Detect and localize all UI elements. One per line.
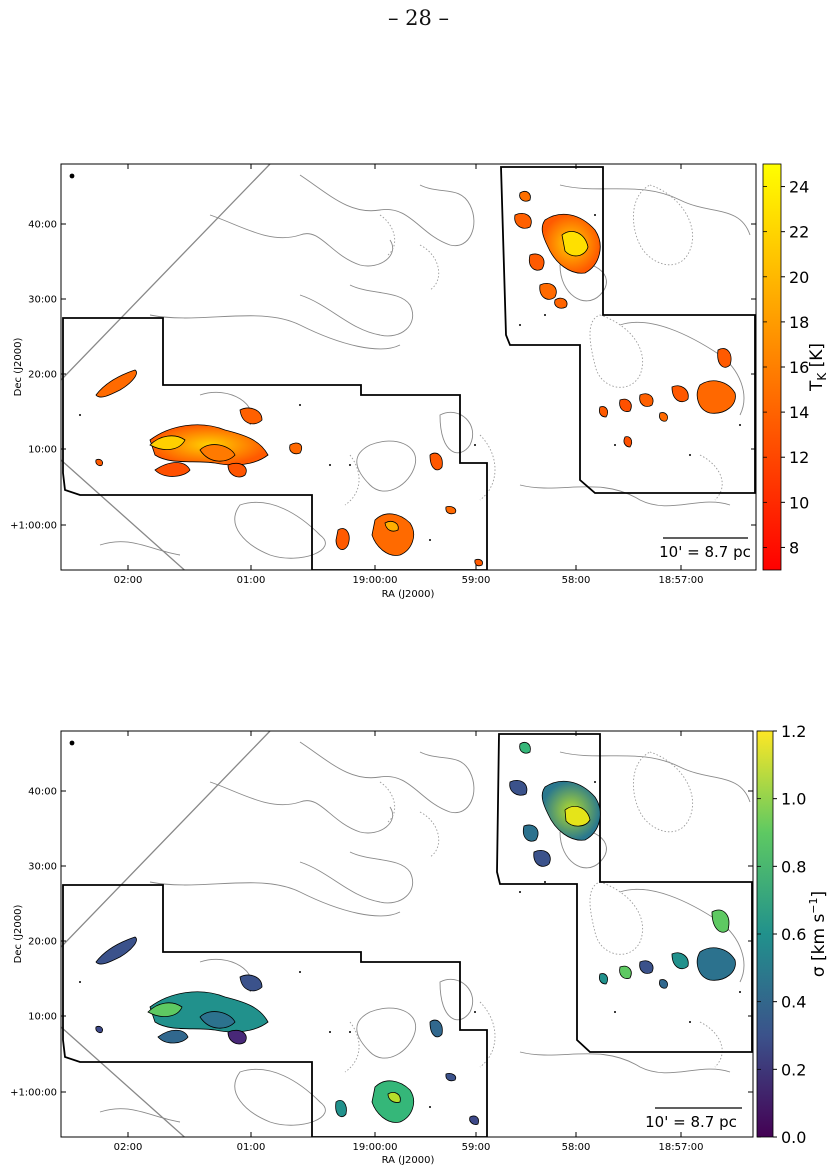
survey-boundary-right xyxy=(496,733,753,1053)
tk-colorbar-label: TK [K] xyxy=(807,343,829,392)
y-tick-label: 20:00 xyxy=(28,370,57,381)
gray-contours xyxy=(99,741,751,1126)
colorbar-tick-label: 14 xyxy=(789,403,809,422)
x-tick-label: 59:00 xyxy=(462,575,491,586)
colorbar-tick-label: 1.0 xyxy=(781,790,806,809)
colorbar-tick-label: 0.4 xyxy=(781,993,806,1012)
y-tick-label: +1:00:00 xyxy=(10,1088,57,1099)
scatter-dots xyxy=(69,740,741,1108)
scalebar-label: 10' = 8.7 pc xyxy=(659,543,751,561)
scatter-dots xyxy=(69,173,741,541)
top-xlabel: RA (J2000) xyxy=(382,589,435,600)
top-axes-frame xyxy=(60,163,757,571)
x-tick-label: 18:57:00 xyxy=(659,575,704,586)
page-number: – 28 – xyxy=(387,6,450,30)
x-tick-label: 19:00:00 xyxy=(353,575,398,586)
colorbar-tick-label: 1.2 xyxy=(781,722,806,741)
x-tick-label: 18:57:00 xyxy=(659,1142,704,1153)
dotted-contours xyxy=(344,751,723,1073)
colorbar-tick-label: 0.2 xyxy=(781,1060,806,1079)
map-edge-line xyxy=(61,459,186,570)
y-tick-label: 10:00 xyxy=(28,445,57,456)
colorbar-tick-label: 0.0 xyxy=(781,1128,806,1147)
bottom-axis-ticks: 02:00 01:00 19:00:00 59:00 58:00 18:57:00 40:0… xyxy=(10,731,753,1153)
x-tick-label: 59:00 xyxy=(462,1142,491,1153)
y-tick-label: 10:00 xyxy=(28,1012,57,1023)
colorbar-tick-label: 0.8 xyxy=(781,857,806,876)
map-edge-line xyxy=(61,164,271,381)
bottom-panel: 10' = 8.7 pc 02:00 01:00 19:00:00 59:00 58:0… xyxy=(0,722,837,1170)
top-map-area: 10' = 8.7 pc xyxy=(61,164,756,570)
colorbar-tick-label: 20 xyxy=(789,268,809,287)
colorbar-tick-label: 10 xyxy=(789,493,809,512)
tk-clumps xyxy=(95,191,736,567)
scalebar-label: 10' = 8.7 pc xyxy=(645,1113,737,1131)
sigma-colorbar-ticks: 1.2 1.0 0.8 0.6 0.4 0.2 0.0 xyxy=(757,722,806,1147)
sigma-clumps xyxy=(95,742,736,1125)
map-edge-line xyxy=(61,731,271,948)
bottom-ylabel: Dec (J2000) xyxy=(13,905,24,964)
y-tick-label: 30:00 xyxy=(28,295,57,306)
tk-colorbar-ticks: 24 22 20 18 16 14 12 10 8 xyxy=(763,178,809,557)
survey-boundary-left xyxy=(62,884,488,1137)
x-tick-label: 58:00 xyxy=(562,575,591,586)
x-tick-label: 01:00 xyxy=(237,575,266,586)
top-axis-ticks: 02:00 01:00 19:00:00 59:00 58:00 18:57:00 40:0… xyxy=(10,164,756,586)
top-ylabel: Dec (J2000) xyxy=(13,338,24,397)
y-tick-label: 40:00 xyxy=(28,220,57,231)
bottom-axes-frame xyxy=(60,730,754,1138)
colorbar-tick-label: 0.6 xyxy=(781,925,806,944)
top-figure-svg: 10' = 8.7 pc 02:00 01:00 19:00:00 59:00 58:0… xyxy=(10,163,829,600)
survey-boundary-right xyxy=(500,166,756,494)
bottom-map-area: 10' = 8.7 pc xyxy=(61,731,753,1137)
colorbar-tick-label: 16 xyxy=(789,358,809,377)
colorbar-tick-label: 18 xyxy=(789,313,809,332)
x-tick-label: 02:00 xyxy=(114,1142,143,1153)
y-tick-label: +1:00:00 xyxy=(10,521,57,532)
top-panel: 10' = 8.7 pc 02:00 01:00 19:00:00 59:00 58:0… xyxy=(0,155,837,605)
bottom-xlabel: RA (J2000) xyxy=(382,1155,435,1166)
dotted-contours xyxy=(344,184,723,506)
colorbar-tick-label: 8 xyxy=(789,538,799,557)
colorbar-tick-label: 12 xyxy=(789,448,809,467)
survey-boundary-left xyxy=(62,317,488,570)
bottom-figure-svg: 10' = 8.7 pc 02:00 01:00 19:00:00 59:00 58:0… xyxy=(10,722,829,1166)
x-tick-label: 02:00 xyxy=(114,575,143,586)
colorbar-tick-label: 24 xyxy=(789,178,809,197)
y-tick-label: 30:00 xyxy=(28,862,57,873)
x-tick-label: 01:00 xyxy=(237,1142,266,1153)
colorbar-tick-label: 22 xyxy=(789,223,809,242)
x-tick-label: 58:00 xyxy=(562,1142,591,1153)
map-edge-line xyxy=(61,1026,186,1137)
x-tick-label: 19:00:00 xyxy=(353,1142,398,1153)
sigma-colorbar-label: σ [km s−1] xyxy=(807,891,829,977)
gray-contours xyxy=(99,174,751,559)
y-tick-label: 20:00 xyxy=(28,937,57,948)
y-tick-label: 40:00 xyxy=(28,787,57,798)
